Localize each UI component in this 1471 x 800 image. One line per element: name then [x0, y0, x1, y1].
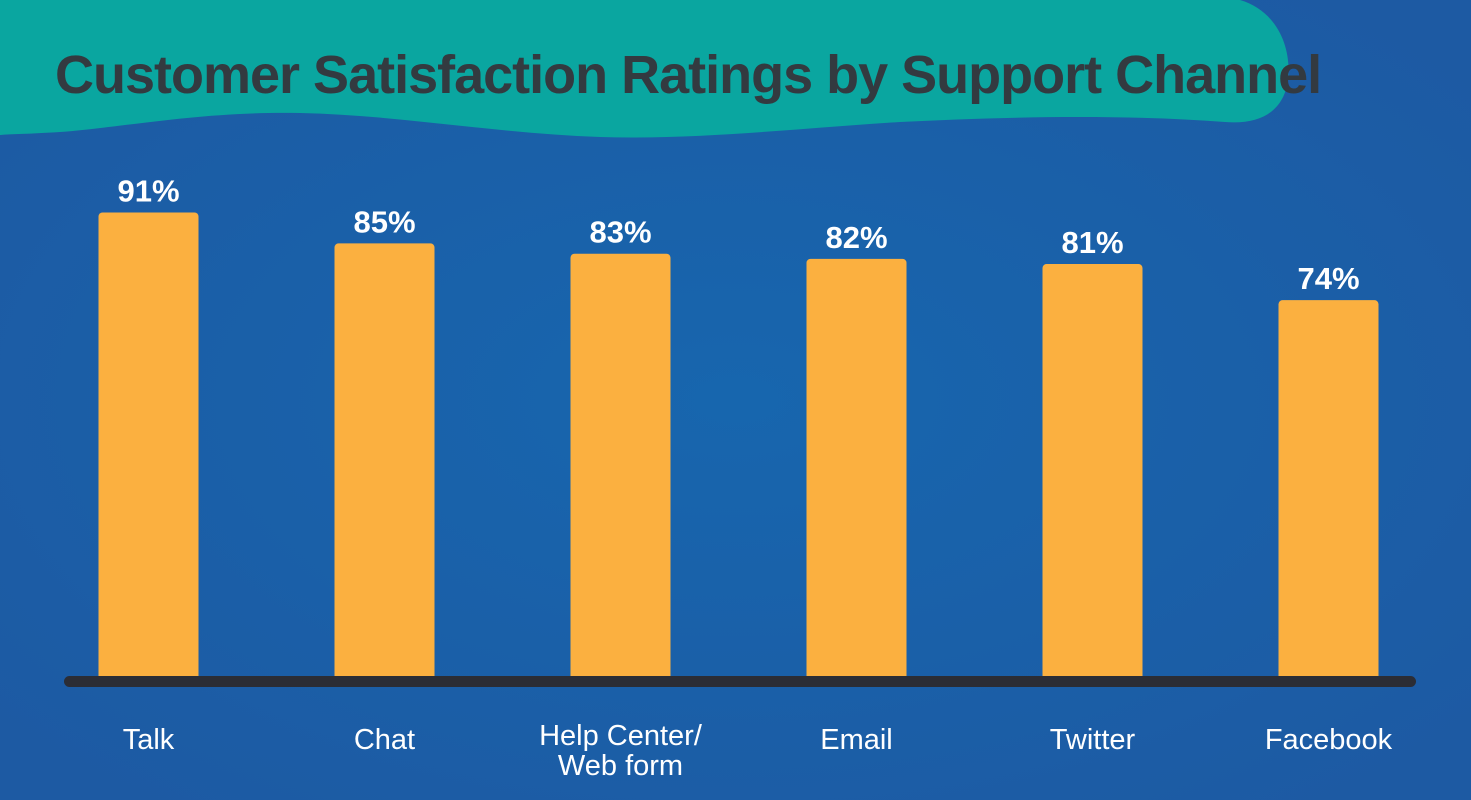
bar-value-label: 81% [1061, 225, 1123, 260]
bar-value-label: 82% [825, 220, 887, 255]
bar [806, 258, 907, 684]
bar-value-label: 85% [353, 204, 415, 239]
category-label: Help Center/Web form [539, 720, 703, 782]
x-axis-baseline [64, 676, 1416, 687]
chart-title: Customer Satisfaction Ratings by Support… [55, 45, 1321, 105]
category-label: Email [820, 724, 893, 756]
bar-value-label: 83% [589, 215, 651, 250]
bar [1042, 264, 1143, 684]
category-label: Chat [354, 724, 415, 756]
bar-value-label: 91% [117, 173, 179, 208]
category-label: Talk [123, 724, 175, 756]
category-labels-layer: Talk Chat Help Center/Web form Email Twitter… [123, 720, 1393, 782]
bars-layer [98, 212, 1379, 684]
value-labels-layer: 91% 85% 83% 82% 81% 74% [117, 173, 1359, 296]
title-banner [0, 0, 1289, 138]
bar-value-label: 74% [1297, 261, 1359, 296]
bar [1278, 300, 1379, 684]
bar [98, 212, 199, 684]
category-label: Twitter [1050, 724, 1136, 756]
bar [334, 243, 435, 684]
bar [570, 253, 671, 684]
category-label: Facebook [1265, 724, 1393, 756]
